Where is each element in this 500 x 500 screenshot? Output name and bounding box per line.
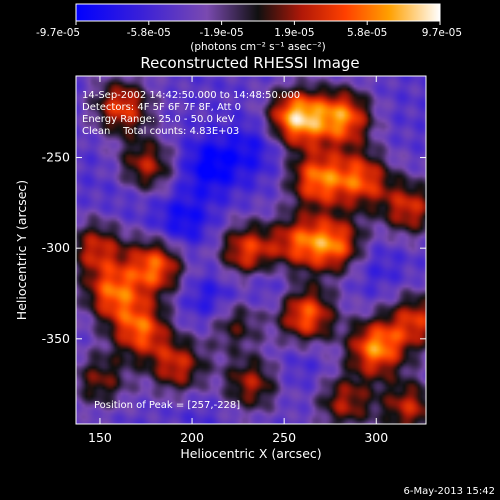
- x-tick-label: 150: [88, 430, 112, 445]
- y-tick-label: -300: [42, 240, 70, 255]
- annotation-energy-range: Energy Range: 25.0 - 50.0 keV: [82, 114, 235, 125]
- colorbar-tick-label: 5.8e-05: [347, 27, 387, 39]
- y-axis-label: Heliocentric Y (arcsec): [14, 180, 29, 320]
- heatmap-image: [76, 76, 426, 424]
- annotation-clean-counts: Clean Total counts: 4.83E+03: [82, 126, 239, 137]
- y-tick-label: -350: [42, 331, 70, 346]
- x-tick-label: 250: [272, 430, 296, 445]
- colorbar-tick-label: 1.9e-05: [274, 27, 314, 39]
- chart-title: Reconstructed RHESSI Image: [140, 54, 359, 72]
- footer-date: 6-May-2013 15:42: [403, 486, 495, 497]
- x-axis-label: Heliocentric X (arcsec): [180, 446, 321, 461]
- plot-frame: [75, 75, 427, 425]
- colorbar-unit-label: (photons cm⁻² s⁻¹ asec⁻²): [190, 41, 325, 53]
- colorbar-ticks: -9.7e-05 -5.8e-05 -1.9e-05 1.9e-05 5.8e-05 9.…: [36, 21, 462, 39]
- peak-position-label: Position of Peak = [257,-228]: [94, 400, 240, 411]
- y-axis-ticks: -250 -300 -350: [42, 150, 426, 346]
- x-tick-label: 300: [364, 430, 388, 445]
- colorbar-tick-label: 9.7e-05: [422, 27, 462, 39]
- colorbar-tick-label: -1.9e-05: [200, 27, 244, 39]
- x-tick-label: 200: [180, 430, 204, 445]
- colorbar: [75, 3, 441, 22]
- y-tick-label: -250: [42, 150, 70, 165]
- x-axis-ticks: 150 200 250 300: [88, 76, 388, 445]
- annotation-detectors: Detectors: 4F 5F 6F 7F 8F, Att 0: [82, 102, 241, 113]
- annotation-time-range: 14-Sep-2002 14:42:50.000 to 14:48:50.000: [82, 90, 300, 101]
- colorbar-tick-label: -9.7e-05: [36, 27, 80, 39]
- annotation-block: 14-Sep-2002 14:42:50.000 to 14:48:50.000…: [82, 90, 300, 137]
- colorbar-tick-label: -5.8e-05: [127, 27, 171, 39]
